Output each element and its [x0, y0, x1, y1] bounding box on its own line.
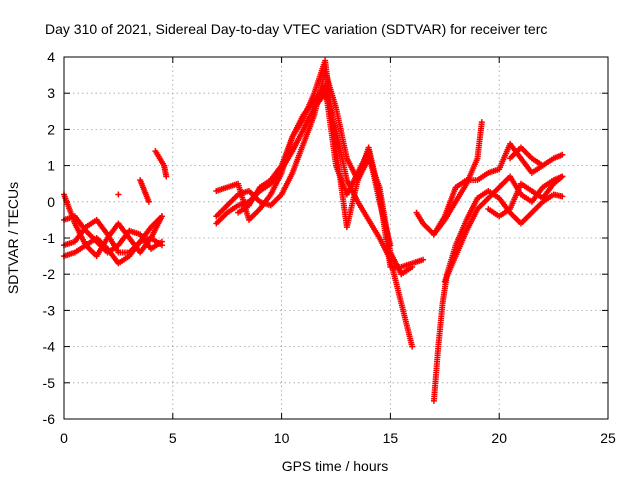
x-tick-label: 0 — [60, 430, 68, 446]
data-point — [387, 242, 394, 249]
x-tick-label: 25 — [600, 430, 616, 446]
x-axis-title: GPS time / hours — [282, 458, 389, 474]
y-tick-labels: -6 -5 -4 -3 -2 -1 0 1 2 3 4 — [43, 49, 56, 427]
y-tick-label: 2 — [47, 121, 55, 137]
chart-title: Day 310 of 2021, Sidereal Day-to-day VTE… — [45, 21, 547, 37]
data-point — [145, 198, 152, 205]
data-point — [559, 151, 566, 158]
data-point — [478, 119, 485, 126]
data-points — [61, 57, 566, 404]
data-point — [559, 193, 566, 200]
y-tick-label: -5 — [43, 375, 56, 391]
data-point — [409, 343, 416, 350]
plot-frame — [63, 56, 609, 420]
x-tick-label: 10 — [274, 430, 290, 446]
y-tick-label: -2 — [43, 266, 56, 282]
y-tick-label: -3 — [43, 302, 56, 318]
x-tick-label: 20 — [491, 430, 507, 446]
data-point — [559, 173, 566, 180]
data-point — [420, 256, 427, 263]
y-tick-label: 3 — [47, 85, 55, 101]
data-point — [158, 213, 165, 220]
y-tick-label: 1 — [47, 158, 55, 174]
y-tick-label: -4 — [43, 339, 56, 355]
y-tick-label: 0 — [47, 194, 55, 210]
y-tick-label: -6 — [43, 411, 56, 427]
y-tick-label: 4 — [47, 49, 55, 65]
data-point — [163, 173, 170, 180]
x-tick-label: 5 — [169, 430, 177, 446]
x-tick-label: 15 — [383, 430, 399, 446]
y-axis-title: SDTVAR / TECUs — [5, 182, 21, 294]
data-point — [539, 162, 546, 169]
x-tick-labels: 0 5 10 15 20 25 — [60, 430, 616, 446]
data-point — [158, 242, 165, 249]
data-point — [115, 191, 122, 198]
y-tick-label: -1 — [43, 230, 56, 246]
